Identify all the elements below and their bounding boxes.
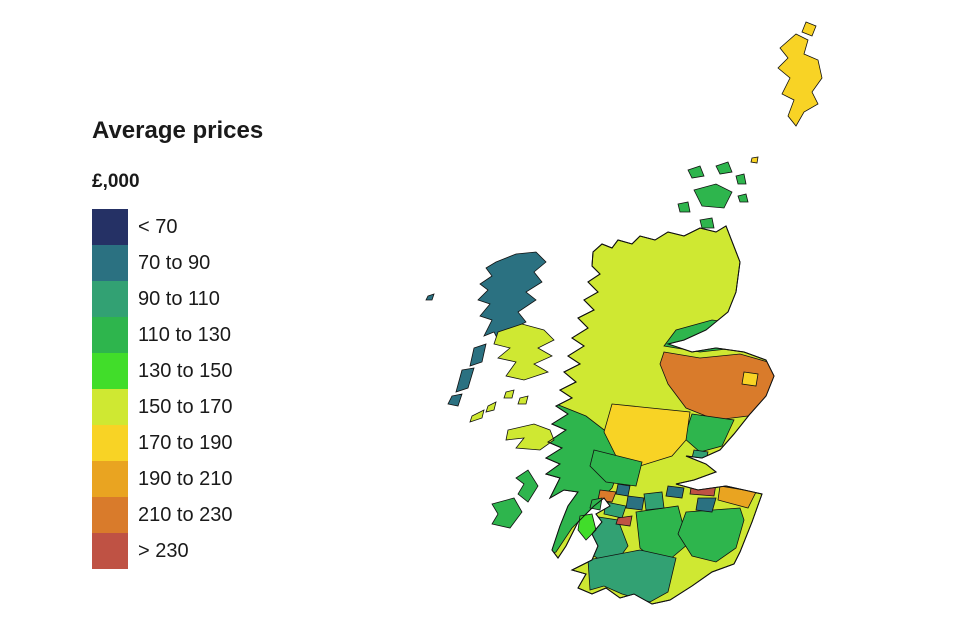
legend-bin: 170 to 190 [92,425,352,462]
legend-bin: < 70 [92,209,352,246]
legend-swatch [92,317,128,354]
legend-swatch [92,461,128,498]
legend-bin-label: 210 to 230 [138,503,233,526]
legend-swatch [92,497,128,534]
legend: Average prices £,000 < 70 70 to 90 90 to 1… [92,117,352,570]
region-islay [491,497,523,529]
region-arran [577,513,597,541]
legend-bin-label: 170 to 190 [138,431,233,454]
legend-swatch [92,425,128,462]
legend-bin-label: 130 to 150 [138,359,233,382]
legend-swatch [92,245,128,282]
legend-swatch [92,533,128,570]
legend-subtitle: £,000 [92,171,140,193]
region-orkney [677,161,749,229]
region-mull [505,423,555,451]
legend-bin-label: 110 to 130 [138,323,232,346]
region-stirling [589,449,643,487]
legend-bin: 110 to 130 [92,317,352,354]
legend-swatch [92,353,128,390]
region-borders [677,507,745,563]
region-west_dunbartonshire [615,483,631,497]
legend-title: Average prices [92,117,264,144]
region-fair_isle [750,156,759,164]
region-dumfries_galloway [587,549,677,603]
legend-bin-label: 70 to 90 [138,251,211,274]
region-tiree_coll [469,401,497,423]
region-glasgow [625,495,645,511]
region-skye [493,323,555,381]
region-dundee [691,449,709,461]
region-north_lanarkshire [643,491,665,511]
region-west_lothian [665,485,685,499]
legend-swatch [92,209,128,246]
legend-bin-label: 150 to 170 [138,395,233,418]
legend-bin: 210 to 230 [92,497,352,534]
legend-bin-label: < 70 [138,215,178,238]
region-shetland [777,33,823,127]
legend-bin-label: 190 to 210 [138,467,233,490]
region-st_kilda [425,293,435,301]
region-jura [515,469,539,503]
region-perth_kinross [603,403,691,467]
coastline [544,225,775,605]
region-shetland_north [801,21,817,37]
region-east_renfrewshire [615,515,633,527]
region-aberdeen_city [741,371,759,387]
legend-bin: 150 to 170 [92,389,352,426]
legend-bin-label: 90 to 110 [138,287,220,310]
region-small_isles [503,389,529,405]
legend-bin: > 230 [92,533,352,570]
region-midlothian [695,497,717,513]
legend-bins: < 70 70 to 90 90 to 110 110 to 130 130 to 15… [92,209,352,570]
legend-bin-label: > 230 [138,539,189,562]
legend-bin: 190 to 210 [92,461,352,498]
legend-swatch [92,281,128,318]
legend-bin: 70 to 90 [92,245,352,282]
legend-bin: 90 to 110 [92,281,352,318]
region-south_lanarkshire [635,505,689,567]
legend-bin: 130 to 150 [92,353,352,390]
legend-swatch [92,389,128,426]
